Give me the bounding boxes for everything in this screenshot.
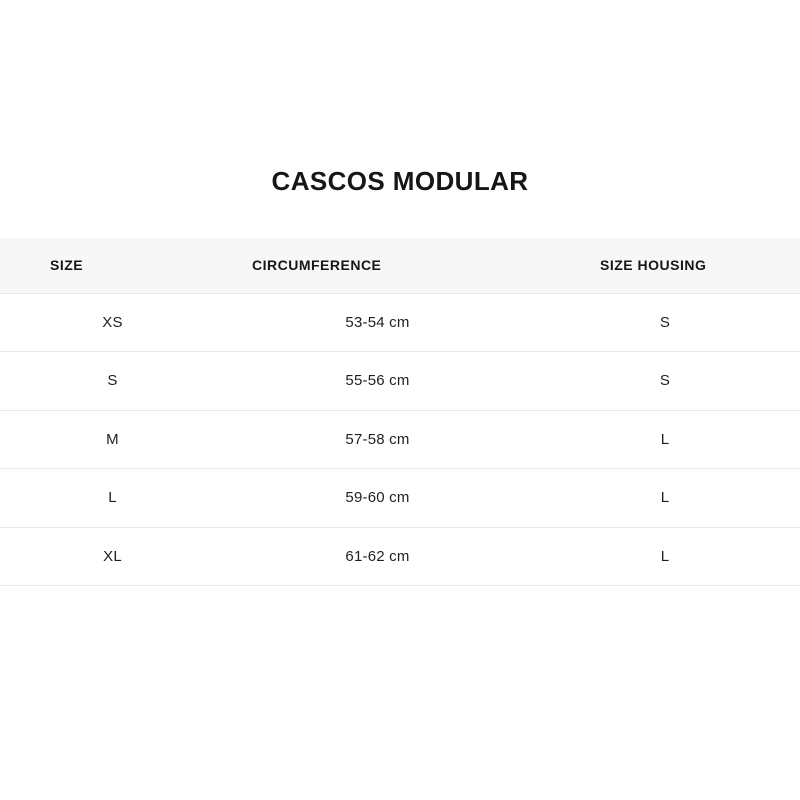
cell-circumference: 57-58 cm [225,410,530,469]
cell-circumference: 53-54 cm [225,293,530,352]
page-title-container: CASCOS MODULAR [0,165,800,197]
cell-size: XS [0,293,225,352]
cell-size: XL [0,527,225,586]
cell-size: M [0,410,225,469]
cell-circumference: 59-60 cm [225,468,530,528]
column-header-size-housing-label: SIZE HOUSING [600,257,707,274]
column-header-circumference-label: CIRCUMFERENCE [252,257,382,274]
cell-size: L [0,468,225,528]
table-row: XS 53-54 cm S [0,293,800,352]
page-title: CASCOS MODULAR [271,166,529,196]
column-header-size: SIZE [0,238,225,294]
table-body: XS 53-54 cm S S 55-56 cm S M 57-58 cm L … [0,293,800,586]
cell-circumference: 61-62 cm [225,527,530,586]
column-header-size-housing: SIZE HOUSING [530,238,800,294]
table-header: SIZE CIRCUMFERENCE SIZE HOUSING [0,238,800,294]
table-row: XL 61-62 cm L [0,527,800,586]
table-row: M 57-58 cm L [0,410,800,469]
table-row: S 55-56 cm S [0,351,800,411]
table-row: L 59-60 cm L [0,468,800,528]
cell-size-housing: L [530,527,800,586]
cell-circumference: 55-56 cm [225,351,530,411]
cell-size-housing: L [530,410,800,469]
cell-size: S [0,351,225,411]
table-header-row: SIZE CIRCUMFERENCE SIZE HOUSING [0,238,800,294]
cell-size-housing: S [530,351,800,411]
cell-size-housing: S [530,293,800,352]
cell-size-housing: L [530,468,800,528]
size-chart-table: SIZE CIRCUMFERENCE SIZE HOUSING XS 53-54… [0,238,800,586]
column-header-circumference: CIRCUMFERENCE [225,238,530,294]
column-header-size-label: SIZE [50,257,84,274]
